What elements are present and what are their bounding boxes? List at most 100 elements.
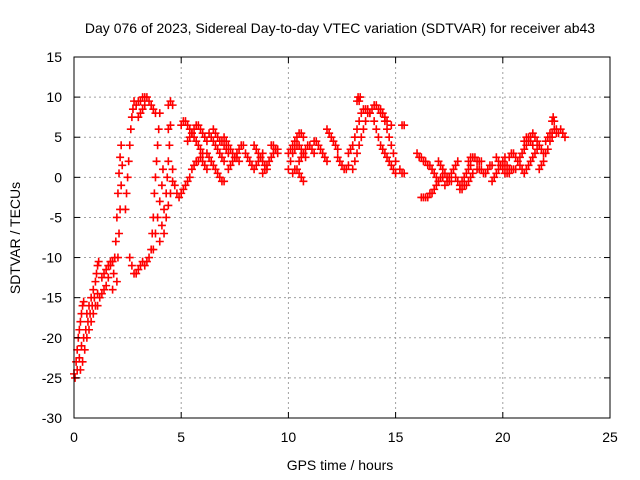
data-point [325,129,334,138]
data-point [464,165,473,174]
data-point [458,185,467,194]
y-tick-label: -20 [42,330,62,346]
data-point [194,121,203,130]
data-point [434,177,443,186]
data-point [245,157,254,166]
data-point [185,133,194,142]
data-point [153,141,162,150]
data-point [299,149,308,158]
data-points [70,93,569,382]
data-point [157,221,166,230]
data-point [348,165,357,174]
data-point [192,137,201,146]
data-point [492,153,501,162]
data-point [543,145,552,154]
x-tick-label: 10 [281,429,297,445]
data-point [320,153,329,162]
data-point [181,117,190,126]
data-point [395,165,404,174]
data-point [466,173,475,182]
data-point [196,125,205,134]
data-point [170,181,179,190]
data-point [387,141,396,150]
data-point [92,269,101,278]
data-point [154,125,163,134]
data-point [113,189,122,198]
data-point [183,121,192,130]
data-point [333,153,342,162]
data-point [207,157,216,166]
data-point [443,177,452,186]
data-point [299,133,308,142]
data-point [165,141,174,150]
data-point [250,141,259,150]
data-point [136,97,145,106]
data-point [295,157,304,166]
data-point [344,149,353,158]
data-point [134,265,143,274]
data-point [123,173,132,182]
data-point [380,149,389,158]
data-point [220,133,229,142]
data-point [211,129,220,138]
data-point [312,137,321,146]
data-point [230,153,239,162]
data-point [440,181,449,190]
data-point [93,301,102,310]
x-tick-label: 20 [495,429,511,445]
data-point [132,101,141,110]
data-point [297,129,306,138]
data-point [168,177,177,186]
data-point [322,125,331,134]
data-point [314,141,323,150]
data-point [82,309,91,318]
data-point [116,153,125,162]
data-point [152,157,161,166]
data-point [121,205,130,214]
data-point [196,145,205,154]
data-point [235,145,244,154]
data-point [155,197,164,206]
data-point [127,261,136,270]
data-point [331,141,340,150]
data-point [490,173,499,182]
data-point [125,141,134,150]
data-point [535,165,544,174]
data-point [417,153,426,162]
data-point [513,157,522,166]
x-tick-label: 0 [70,429,78,445]
data-point [136,109,145,118]
data-point [132,269,141,278]
data-point [292,165,301,174]
data-point [75,353,84,362]
data-point [217,153,226,162]
data-point [145,97,154,106]
data-point [209,161,218,170]
data-point [117,141,126,150]
y-tick-label: 15 [46,49,62,65]
data-point [265,157,274,166]
data-point [451,173,460,182]
data-point [449,165,458,174]
data-point [400,169,409,178]
data-point [318,149,327,158]
data-point [125,253,134,262]
data-point [76,365,85,374]
y-tick-label: -25 [42,370,62,386]
data-point [528,129,537,138]
data-point [89,285,98,294]
data-point [187,129,196,138]
x-tick-label: 25 [602,429,618,445]
data-point [151,229,160,238]
data-point [329,137,338,146]
data-point [387,121,396,130]
data-point [346,145,355,154]
data-point [520,137,529,146]
data-point [350,157,359,166]
data-point [543,133,552,142]
data-point [451,161,460,170]
data-point [466,161,475,170]
data-point [196,153,205,162]
data-point [102,265,111,274]
